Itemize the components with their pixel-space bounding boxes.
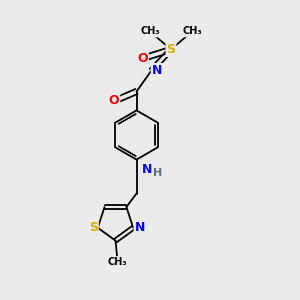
Text: N: N — [142, 163, 152, 176]
Text: H: H — [154, 167, 163, 178]
Text: O: O — [109, 94, 119, 107]
Text: S: S — [89, 221, 98, 234]
Text: N: N — [152, 64, 162, 77]
Text: CH₃: CH₃ — [140, 26, 160, 37]
Text: O: O — [137, 52, 148, 65]
Text: N: N — [135, 221, 145, 234]
Text: S: S — [167, 43, 176, 56]
Text: CH₃: CH₃ — [107, 257, 127, 267]
Text: CH₃: CH₃ — [182, 26, 202, 37]
